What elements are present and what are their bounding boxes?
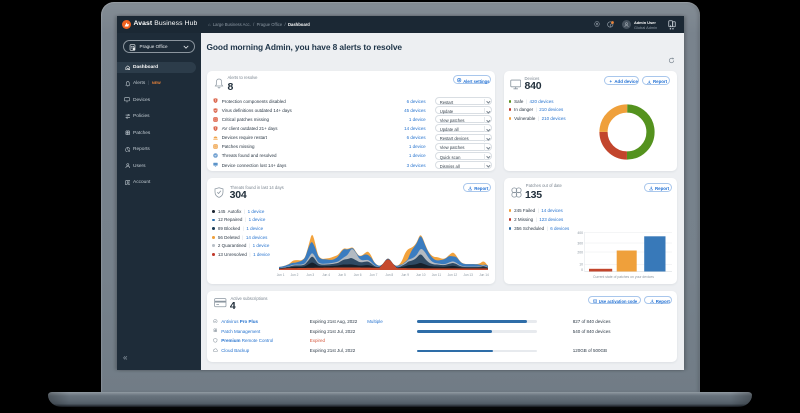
svg-text:10: 10 — [579, 263, 583, 267]
svg-text:400: 400 — [577, 231, 583, 235]
svg-text:300: 300 — [577, 242, 583, 246]
svg-text:0: 0 — [581, 268, 583, 272]
svg-text:200: 200 — [577, 251, 583, 255]
